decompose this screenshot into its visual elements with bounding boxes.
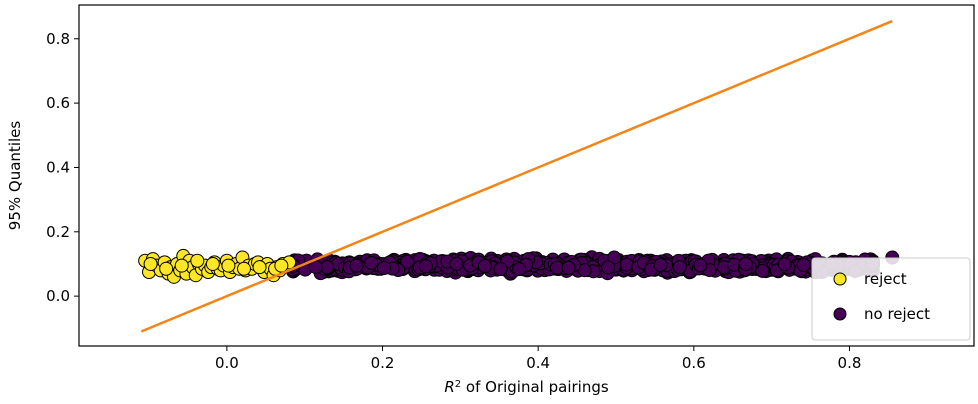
point-no-reject (549, 260, 564, 275)
point-no-reject (755, 263, 770, 278)
point-no-reject (777, 257, 792, 272)
legend-label-reject: reject (864, 270, 907, 288)
legend-box (811, 257, 971, 341)
point-no-reject (349, 258, 364, 273)
x-tick-label: 0.0 (215, 354, 239, 372)
y-tick-label: 0.6 (46, 94, 70, 112)
point-no-reject (320, 260, 335, 275)
point-reject (221, 258, 236, 273)
y-tick-label: 0.4 (46, 158, 70, 176)
point-no-reject (477, 259, 492, 274)
point-reject (190, 253, 205, 268)
y-axis-ticks: 0.0 0.2 0.4 0.6 0.8 (46, 30, 79, 305)
x-axis-label-rest: of Original pairings (461, 378, 609, 396)
legend-marker-reject (833, 272, 847, 286)
point-no-reject (601, 260, 616, 275)
point-no-reject (377, 261, 392, 276)
y-tick-label: 0.2 (46, 223, 70, 241)
x-tick-label: 0.4 (526, 354, 550, 372)
x-tick-label: 0.8 (838, 354, 862, 372)
y-tick-label: 0.0 (46, 287, 70, 305)
point-no-reject (493, 261, 508, 276)
points-layer (138, 248, 900, 284)
point-no-reject (738, 256, 753, 271)
point-no-reject (400, 254, 415, 269)
y-tick-label: 0.8 (46, 30, 70, 48)
point-reject (252, 260, 267, 275)
legend: reject no reject (811, 257, 971, 341)
x-axis-ticks: 0.0 0.2 0.4 0.6 0.8 (215, 346, 861, 372)
y-axis-label: 95% Quantiles (6, 121, 24, 231)
point-no-reject (418, 259, 433, 274)
legend-label-no-reject: no reject (864, 305, 930, 323)
x-tick-label: 0.6 (682, 354, 706, 372)
reference-line (140, 19, 893, 333)
point-no-reject (449, 256, 464, 271)
point-no-reject (653, 257, 668, 272)
point-no-reject (364, 255, 379, 270)
point-no-reject (561, 260, 576, 275)
plot-frame (78, 4, 975, 347)
point-no-reject (796, 257, 811, 272)
legend-marker-no-reject (833, 307, 847, 321)
point-reject (174, 258, 189, 273)
plot-area (79, 5, 974, 346)
x-axis-label: R2 of Original pairings (444, 378, 609, 396)
point-no-reject (693, 258, 708, 273)
point-reject (159, 261, 174, 276)
point-reject (205, 256, 220, 271)
point-reject (143, 256, 158, 271)
x-axis-label-base: R (444, 378, 454, 396)
point-no-reject (619, 257, 634, 272)
point-reject (236, 261, 251, 276)
x-tick-label: 0.2 (371, 354, 395, 372)
point-no-reject (512, 262, 527, 277)
x-axis-label-sup: 2 (455, 379, 461, 390)
point-reject (274, 258, 289, 273)
point-no-reject (672, 260, 687, 275)
